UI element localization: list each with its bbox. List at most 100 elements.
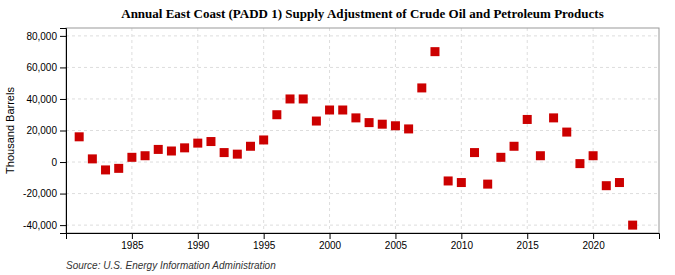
y-axis: -40,000 -20,000 0 20,000 40,000 60,000 80,000 — [23, 29, 66, 234]
square-point — [536, 151, 545, 160]
title: Annual East Coast (PADD 1) Supply Adjust… — [121, 6, 604, 21]
x-axis-tick-label: 2000 — [319, 240, 342, 251]
chart: 19851990199520002005201020152020-40,000-… — [0, 0, 675, 275]
square-point — [365, 118, 374, 127]
plot: 19851990199520002005201020152020-40,000-… — [23, 28, 659, 251]
square-point — [325, 106, 334, 115]
square-point — [75, 132, 84, 141]
square-point — [562, 128, 571, 137]
plot-frame — [66, 28, 659, 233]
square-point — [193, 139, 202, 148]
square-point — [470, 148, 479, 157]
y-axis-tick: 80,000 — [26, 31, 66, 42]
square-point — [628, 221, 637, 230]
x-axis-line — [67, 234, 660, 240]
square-point — [351, 113, 360, 122]
square-point — [167, 147, 176, 156]
x-axis-tick: 2005 — [385, 233, 408, 251]
y-axis-tick-label: -40,000 — [23, 220, 57, 231]
y-axis-tick: 0 — [51, 157, 66, 168]
square-point — [259, 135, 268, 144]
x-axis-tick-mark — [330, 233, 331, 239]
x-axis-tick-label: 2015 — [517, 240, 540, 251]
y-axis-tick: 40,000 — [26, 94, 66, 105]
y-axis-tick-label: 80,000 — [26, 31, 57, 42]
y-axis-tick-label: 40,000 — [26, 94, 57, 105]
square-point — [233, 150, 242, 159]
square-point — [417, 83, 426, 92]
square-point — [299, 94, 308, 103]
square-point — [549, 113, 558, 122]
source-note: Source: U.S. Energy Information Administ… — [66, 260, 276, 271]
grid — [66, 28, 659, 233]
y-axis-tick-label: 0 — [51, 157, 57, 168]
y-axis-tick: -20,000 — [23, 188, 66, 199]
grid-line — [395, 28, 396, 233]
y-axis-tick-label: 20,000 — [26, 125, 57, 136]
grid-line — [329, 28, 330, 233]
x-axis-tick-label: 1985 — [121, 240, 144, 251]
square-point — [101, 165, 110, 174]
square-point — [378, 120, 387, 129]
x-axis-tick-label: 1990 — [187, 240, 210, 251]
square-point — [391, 121, 400, 130]
square-point — [602, 181, 611, 190]
x-axis-tick: 2020 — [582, 233, 605, 251]
x-axis-tick-mark — [395, 233, 396, 239]
x-axis-tick-mark — [264, 233, 265, 239]
y-axis-tick-mark — [60, 194, 66, 195]
square-point — [496, 153, 505, 162]
square-point — [286, 94, 295, 103]
grid-line — [593, 28, 594, 233]
x-axis-tick-mark — [132, 233, 133, 239]
grid-line — [66, 193, 659, 194]
y-axis-label: Thousand Barrels — [4, 87, 16, 174]
square-point — [312, 117, 321, 126]
x-axis-tick-label: 2010 — [451, 240, 474, 251]
square-point — [444, 176, 453, 185]
y-axis-tick: 20,000 — [26, 125, 66, 136]
square-point — [88, 154, 97, 163]
grid-line — [461, 28, 462, 233]
grid-line — [66, 67, 659, 68]
x-axis-tick: 1990 — [187, 233, 210, 251]
square-point — [154, 145, 163, 154]
square-point — [457, 178, 466, 187]
grid-line — [66, 162, 659, 163]
x-axis-tick-mark — [198, 233, 199, 239]
grid-line — [66, 225, 659, 226]
y-axis-tick-mark — [60, 99, 66, 100]
square-point — [338, 106, 347, 115]
square-point — [220, 148, 229, 157]
x-axis-tick-label: 1995 — [253, 240, 276, 251]
points — [75, 47, 637, 229]
x-axis-tick: 1985 — [121, 233, 144, 251]
square-point — [127, 153, 136, 162]
square-point — [114, 164, 123, 173]
square-point — [575, 159, 584, 168]
y-axis-tick: 60,000 — [26, 62, 66, 73]
grid-line — [527, 28, 528, 233]
y-axis-tick: -40,000 — [23, 220, 66, 231]
y-axis-tick-label: -20,000 — [23, 188, 57, 199]
y-axis-tick-label: 60,000 — [26, 62, 57, 73]
square-point — [523, 115, 532, 124]
x-axis-tick-mark — [593, 233, 594, 239]
x-axis-tick-mark — [461, 233, 462, 239]
y-axis-line — [60, 29, 67, 234]
square-point — [180, 143, 189, 152]
y-axis-tick-mark — [60, 67, 66, 68]
x-axis-tick: 2010 — [451, 233, 474, 251]
square-point — [430, 47, 439, 56]
x-axis-tick: 2000 — [319, 233, 342, 251]
x-axis-tick: 2015 — [517, 233, 540, 251]
grid-line — [66, 35, 659, 36]
y-axis-tick-mark — [60, 36, 66, 37]
square-point — [404, 124, 413, 133]
x-axis-tick-label: 2020 — [582, 240, 605, 251]
y-axis-tick-mark — [60, 225, 66, 226]
y-axis-tick-mark — [60, 131, 66, 132]
square-point — [589, 151, 598, 160]
x-axis-tick-label: 2005 — [385, 240, 408, 251]
x-axis-tick: 1995 — [253, 233, 276, 251]
